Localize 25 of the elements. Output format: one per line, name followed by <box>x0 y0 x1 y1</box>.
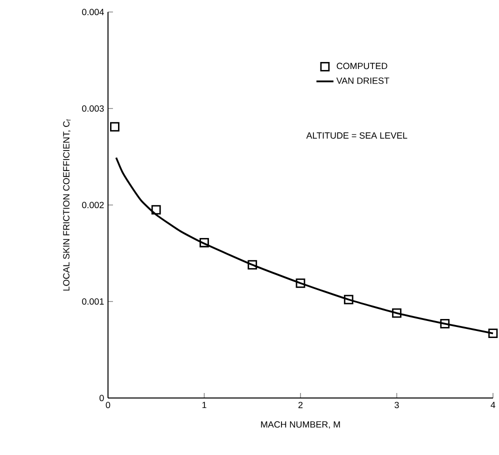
y-tick-label: 0.001 <box>82 298 104 305</box>
point <box>296 278 306 288</box>
x-tick-label: 2 <box>298 402 303 408</box>
point <box>248 260 258 270</box>
x-tick-label: 0 <box>106 402 110 408</box>
point <box>151 205 161 215</box>
y-tick-label: 0.002 <box>82 202 104 208</box>
point <box>110 122 120 132</box>
y-axis-title: LOCAL SKIN FRICTION COEFFICIENT, C$_{f}$ <box>63 119 71 291</box>
point <box>392 308 402 318</box>
legend-label: COMPUTED <box>336 62 388 70</box>
point <box>200 238 209 248</box>
point <box>440 319 450 328</box>
y-tick-label: 0 <box>100 394 104 402</box>
y-tick-label: 0.003 <box>82 105 104 112</box>
x-tick-label: 3 <box>394 402 399 408</box>
x-tick-label: 4 <box>490 402 496 408</box>
x-axis-title: MACH NUMBER, M <box>261 421 340 429</box>
legend-label: VAN DRIEST <box>336 78 390 84</box>
point <box>488 328 498 338</box>
x-tick-label: 1 <box>202 402 206 408</box>
point <box>344 294 354 304</box>
y-tick-label: 0.004 <box>82 8 104 16</box>
line-series <box>115 156 494 334</box>
annotation: ALTITUDE = SEA LEVEL <box>306 132 408 139</box>
